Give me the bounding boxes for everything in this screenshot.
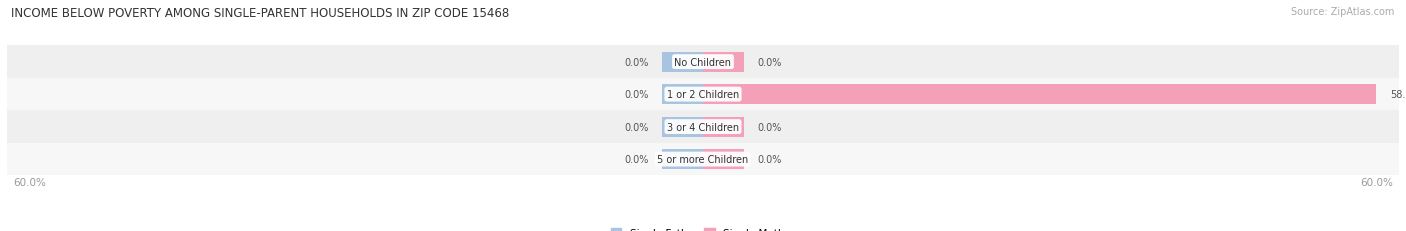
Text: 58.0%: 58.0% (1389, 90, 1406, 100)
Bar (7, 111, 1399, 143)
Text: 1 or 2 Children: 1 or 2 Children (666, 90, 740, 100)
Text: 0.0%: 0.0% (758, 122, 782, 132)
Text: No Children: No Children (675, 57, 731, 67)
Bar (7, 46, 1399, 79)
Bar (703, 149, 744, 169)
Text: 0.0%: 0.0% (758, 57, 782, 67)
Bar (662, 149, 703, 169)
Bar (7, 79, 1399, 111)
Text: 0.0%: 0.0% (758, 154, 782, 164)
Bar (703, 117, 744, 137)
Text: 60.0%: 60.0% (13, 177, 46, 187)
Bar (703, 85, 1376, 105)
Text: 60.0%: 60.0% (1360, 177, 1393, 187)
Text: 0.0%: 0.0% (624, 57, 648, 67)
Text: INCOME BELOW POVERTY AMONG SINGLE-PARENT HOUSEHOLDS IN ZIP CODE 15468: INCOME BELOW POVERTY AMONG SINGLE-PARENT… (11, 7, 509, 20)
Bar (662, 117, 703, 137)
Text: 5 or more Children: 5 or more Children (658, 154, 748, 164)
Bar (703, 52, 744, 72)
Legend: Single Father, Single Mother: Single Father, Single Mother (610, 228, 796, 231)
Text: Source: ZipAtlas.com: Source: ZipAtlas.com (1291, 7, 1395, 17)
Text: 0.0%: 0.0% (624, 154, 648, 164)
Text: 3 or 4 Children: 3 or 4 Children (666, 122, 740, 132)
Text: 0.0%: 0.0% (624, 90, 648, 100)
Bar (7, 143, 1399, 176)
Bar (662, 52, 703, 72)
Text: 0.0%: 0.0% (624, 122, 648, 132)
Bar (662, 85, 703, 105)
